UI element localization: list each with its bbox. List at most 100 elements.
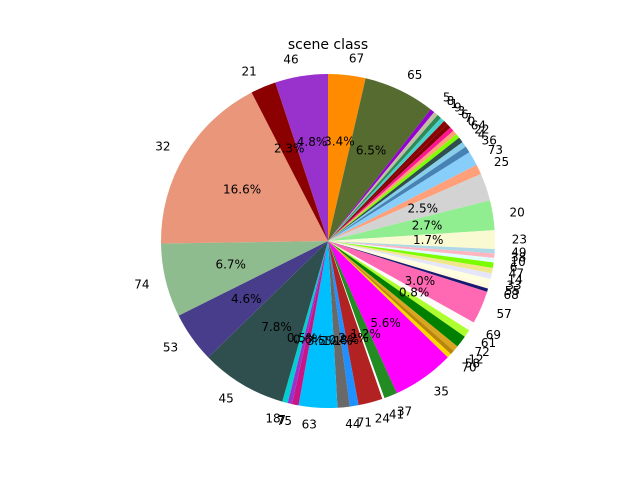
slice-label-4: 1 [450, 97, 458, 111]
pie-slice-30 [328, 241, 470, 337]
pie-slice-23 [328, 241, 493, 274]
pie-slice-25 [328, 241, 491, 285]
slice-pct-17: 2.7% [412, 219, 443, 233]
slice-label-48: 32 [155, 140, 170, 154]
slice-label-15: 25 [494, 155, 509, 169]
pie-slice-13 [328, 146, 470, 241]
slice-pct-18: 1.7% [413, 233, 444, 247]
pie-slice-39 [328, 241, 359, 407]
pie-slice-40 [328, 241, 350, 408]
slice-label-19: 49 [511, 245, 526, 259]
pie-slice-29 [328, 241, 474, 331]
slice-label-39: 71 [357, 415, 372, 429]
slice-label-5: 9 [454, 100, 462, 114]
pie-slice-4 [328, 115, 441, 241]
slice-label-20: 38 [511, 250, 526, 264]
pie-slice-36 [328, 241, 397, 399]
pie-slice-44 [282, 241, 328, 404]
slice-labels: 6765581936706422436732520234938106471433… [134, 52, 527, 432]
slice-label-17: 20 [510, 206, 525, 220]
pie-slice-9 [328, 130, 457, 241]
pie-slice-20 [328, 241, 495, 259]
slice-label-24: 14 [508, 273, 523, 287]
slice-label-40: 44 [345, 417, 360, 431]
pie-slice-46 [178, 241, 328, 358]
slice-pct-41: 3.5% [307, 334, 338, 348]
pie-slice-15 [328, 164, 481, 241]
slice-label-13: 36 [482, 133, 497, 147]
pie-slice-45 [208, 241, 328, 402]
pie-slice-14 [328, 152, 477, 241]
slice-label-34: 70 [461, 360, 476, 374]
slice-label-46: 53 [163, 340, 178, 354]
pie-slice-7 [328, 124, 451, 241]
slice-label-14: 73 [488, 143, 503, 157]
slice-label-11: 22 [474, 123, 489, 137]
pie-slice-41 [298, 241, 338, 408]
slice-label-1: 65 [407, 68, 422, 82]
slice-pct-42: 0.6% [293, 332, 324, 346]
slice-label-29: 69 [486, 328, 501, 342]
slice-pct-38: 2.2% [338, 331, 369, 345]
pie-slice-33 [328, 241, 454, 355]
pie-slice-50 [275, 74, 328, 241]
slice-pct-36: 1.2% [350, 327, 381, 341]
pie-slice-26 [328, 241, 490, 289]
slice-label-2: 5 [443, 91, 451, 105]
pie-slice-17 [328, 200, 495, 241]
slice-label-42: 75 [277, 414, 292, 428]
pie-slice-0 [328, 74, 366, 241]
slice-pct-46: 4.6% [231, 292, 262, 306]
slice-pct-47: 6.7% [215, 258, 246, 272]
slice-label-8: 7 [464, 111, 472, 125]
slice-label-45: 45 [219, 392, 234, 406]
pie-slice-18 [328, 230, 495, 250]
slice-label-30: 61 [481, 336, 496, 350]
pie-slice-11 [328, 137, 463, 241]
slice-pct-16: 2.5% [408, 202, 439, 216]
pie-slice-19 [328, 241, 495, 254]
pie-slice-6 [328, 121, 448, 241]
pie-slice-34 [328, 241, 451, 358]
slice-label-0: 67 [349, 52, 364, 66]
slice-label-10: 64 [471, 118, 486, 132]
slice-percentages: 3.4%6.5%2.5%2.7%1.7%3.0%0.8%5.6%1.2%2.2%… [215, 134, 443, 348]
slice-label-50: 46 [283, 53, 298, 67]
slice-label-28: 57 [497, 307, 512, 321]
pie-slices [161, 74, 495, 408]
slice-label-6: 3 [458, 104, 466, 118]
slice-label-27: 68 [504, 288, 519, 302]
slice-label-23: 47 [509, 267, 524, 281]
pie-slice-48 [161, 92, 328, 244]
slice-label-7: 6 [461, 107, 469, 121]
slice-label-47: 74 [134, 278, 149, 292]
slice-label-49: 21 [242, 65, 257, 79]
pie-slice-1 [328, 78, 431, 241]
slice-pct-40: 1.1% [322, 334, 353, 348]
slice-pct-44: 0.5% [287, 331, 318, 345]
slice-label-41: 63 [302, 417, 317, 431]
slice-pct-0: 3.4% [324, 134, 355, 148]
pie-slice-35 [328, 241, 448, 394]
slice-label-31: 72 [475, 345, 490, 359]
slice-label-36: 37 [397, 404, 412, 418]
slice-pct-50: 4.8% [297, 135, 328, 149]
slice-label-38: 24 [375, 412, 390, 426]
slice-pct-35: 5.6% [370, 316, 401, 330]
slice-label-26: 55 [505, 284, 520, 298]
pie-slice-37 [328, 241, 385, 399]
pie-slice-42 [291, 241, 328, 406]
slice-pct-29: 0.8% [399, 285, 430, 299]
pie-slice-27 [328, 241, 489, 292]
slice-label-35: 35 [434, 384, 449, 398]
slice-label-37: 41 [389, 407, 404, 421]
pie-slice-28 [328, 241, 488, 323]
slice-label-22: 6 [510, 261, 518, 275]
pie-slice-12 [328, 142, 466, 241]
pie-slice-8 [328, 127, 454, 241]
pie-slice-32 [328, 241, 458, 351]
pie-slice-10 [328, 134, 460, 241]
pie-slice-49 [251, 82, 328, 241]
pie-slice-38 [328, 241, 383, 406]
pie-slice-31 [328, 241, 465, 347]
